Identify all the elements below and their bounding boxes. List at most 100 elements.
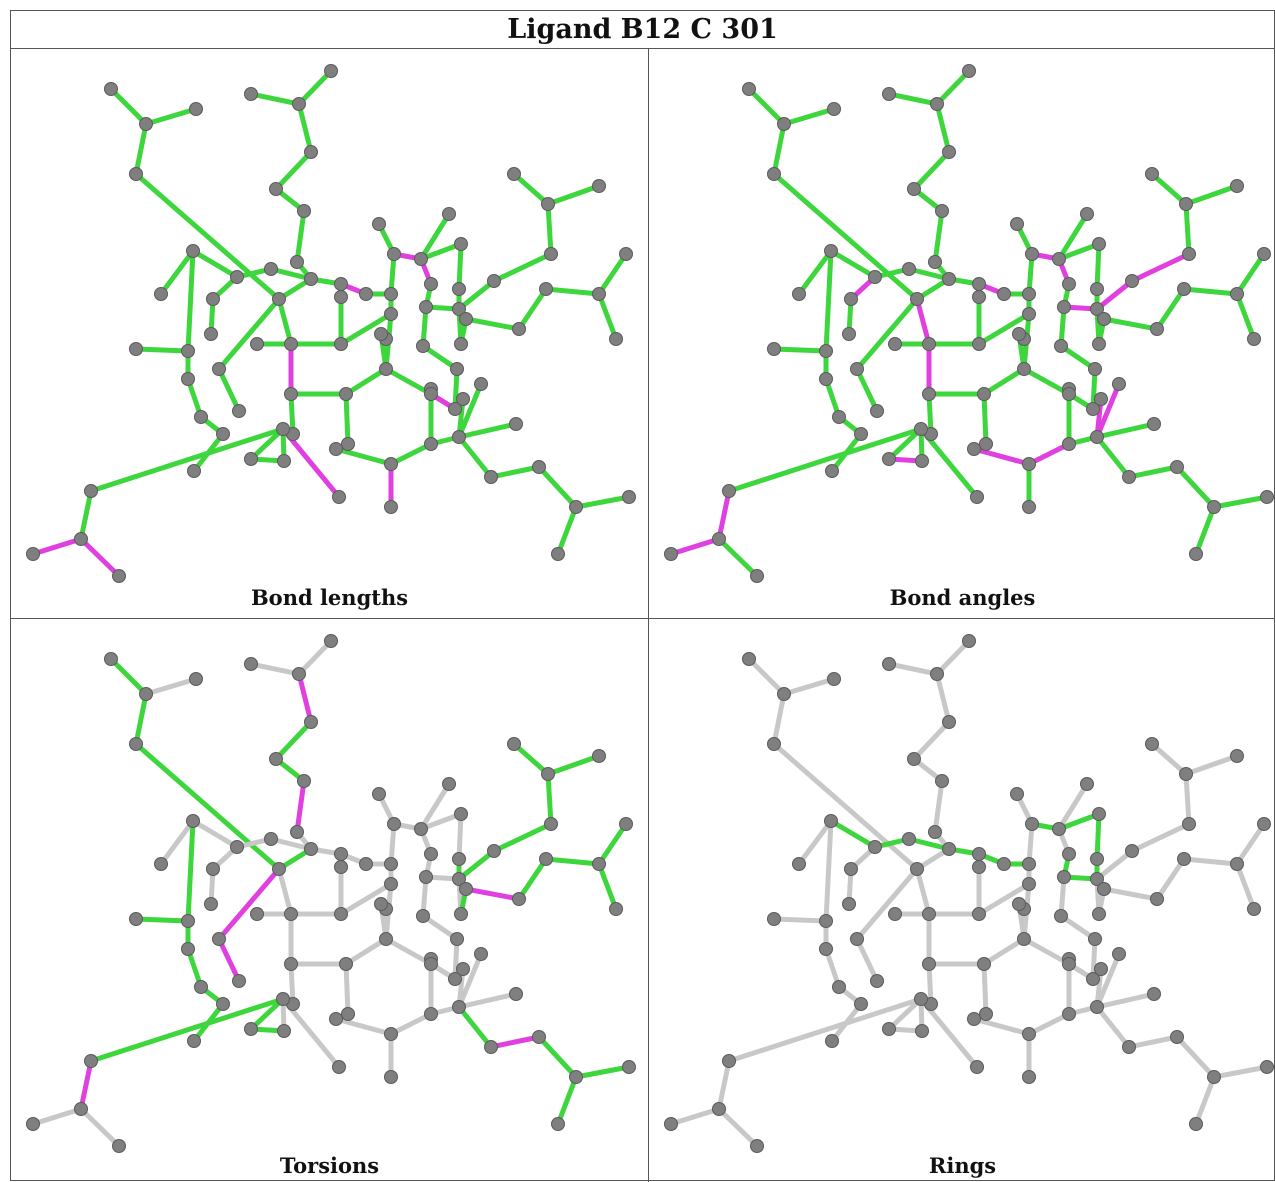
- atom-a2: [139, 117, 153, 131]
- caption-bond-angles: Bond angles: [889, 585, 1036, 610]
- atom-r2: [74, 532, 88, 546]
- atom-m6: [187, 464, 201, 478]
- bond-5: [248, 661, 302, 677]
- atom-m3: [181, 942, 195, 956]
- atom-j3: [1177, 852, 1191, 866]
- bond-86: [1094, 434, 1132, 480]
- bond-59: [133, 916, 191, 924]
- bond-71: [971, 1016, 1032, 1037]
- bond-68: [981, 961, 989, 1017]
- bond-34: [418, 781, 452, 832]
- atom-o5: [424, 387, 438, 401]
- atom-o1: [329, 442, 343, 456]
- bond-67: [981, 936, 1027, 967]
- atom-p3: [332, 490, 346, 504]
- atom-o4: [452, 1000, 466, 1014]
- bond-11: [158, 248, 196, 297]
- atom-f5: [870, 974, 884, 988]
- atom-p1: [882, 452, 896, 466]
- bond-80: [1021, 366, 1072, 397]
- bond-9: [932, 778, 945, 835]
- bond-21: [914, 866, 932, 917]
- atom-m6: [825, 1034, 839, 1048]
- atom-g2: [334, 337, 348, 351]
- bond-54: [545, 771, 554, 827]
- bond-23: [216, 296, 282, 372]
- atom-f4: [850, 932, 864, 946]
- bond-50: [1234, 821, 1267, 867]
- caption-rings: Rings: [928, 1153, 997, 1178]
- bond-77: [456, 421, 519, 440]
- atom-q1: [484, 1040, 498, 1054]
- bond-51: [596, 291, 619, 342]
- atom-h1: [1010, 787, 1024, 801]
- atom-j5: [1257, 247, 1271, 261]
- bond-44: [456, 848, 497, 882]
- atom-n5: [914, 992, 928, 1006]
- atom-k1: [541, 197, 555, 211]
- atom-q3: [569, 500, 583, 514]
- atom-h6: [454, 807, 468, 821]
- atom-b4: [942, 145, 956, 159]
- bond-11: [796, 248, 834, 297]
- bond-77: [1094, 421, 1157, 440]
- bond-89: [573, 1064, 632, 1080]
- atom-f1: [910, 292, 924, 306]
- bond-93: [30, 1106, 84, 1127]
- atom-g3: [379, 932, 393, 946]
- atom-r1: [84, 484, 98, 498]
- atom-m6: [825, 464, 839, 478]
- bond-48: [516, 856, 549, 902]
- bond-76: [1094, 381, 1122, 440]
- atom-r4: [112, 569, 126, 583]
- bond-53: [1183, 183, 1240, 207]
- atom-o5: [424, 957, 438, 971]
- atom-k2: [1145, 167, 1159, 181]
- atom-i5: [1125, 844, 1139, 858]
- atom-o5: [1062, 957, 1076, 971]
- bond-87: [1126, 1034, 1180, 1050]
- atom-f3: [888, 907, 902, 921]
- bond-6: [934, 671, 952, 725]
- atom-e2: [902, 262, 916, 276]
- atom-d2: [792, 857, 806, 871]
- atom-h7: [452, 282, 466, 296]
- atom-i3: [1092, 907, 1106, 921]
- atom-m5: [854, 997, 868, 1011]
- bond-52: [511, 171, 551, 207]
- bond-90: [555, 504, 579, 557]
- bond-21: [276, 296, 294, 347]
- bond-45: [1129, 251, 1192, 284]
- bond-28: [338, 881, 394, 917]
- bond-49: [543, 856, 602, 867]
- atom-r4: [112, 1139, 126, 1153]
- atom-i6: [1182, 247, 1196, 261]
- atom-e4: [972, 847, 986, 861]
- atom-q4: [1260, 490, 1274, 504]
- atom-i3: [454, 907, 468, 921]
- atom-e5: [359, 287, 373, 301]
- bond-92: [716, 1058, 732, 1112]
- atom-d4: [842, 897, 856, 911]
- atom-f3: [250, 337, 264, 351]
- bond-2: [133, 121, 149, 177]
- bond-58: [185, 248, 196, 354]
- atom-k3: [1230, 749, 1244, 763]
- atom-j4: [592, 857, 606, 871]
- atom-m4: [832, 980, 846, 994]
- atom-a3: [189, 672, 203, 686]
- bond-54: [1183, 771, 1192, 827]
- bond-6: [296, 671, 314, 725]
- atom-o8: [509, 987, 523, 1001]
- bond-80: [383, 366, 434, 397]
- atom-l1: [1088, 362, 1102, 376]
- atom-b5: [269, 182, 283, 196]
- atom-b4: [304, 145, 318, 159]
- bond-45: [1129, 821, 1192, 854]
- atom-a1: [742, 652, 756, 666]
- atom-k1: [1179, 197, 1193, 211]
- atom-i1: [419, 870, 433, 884]
- atom-i6: [544, 817, 558, 831]
- bond-4: [296, 638, 334, 677]
- atom-k3: [1230, 179, 1244, 193]
